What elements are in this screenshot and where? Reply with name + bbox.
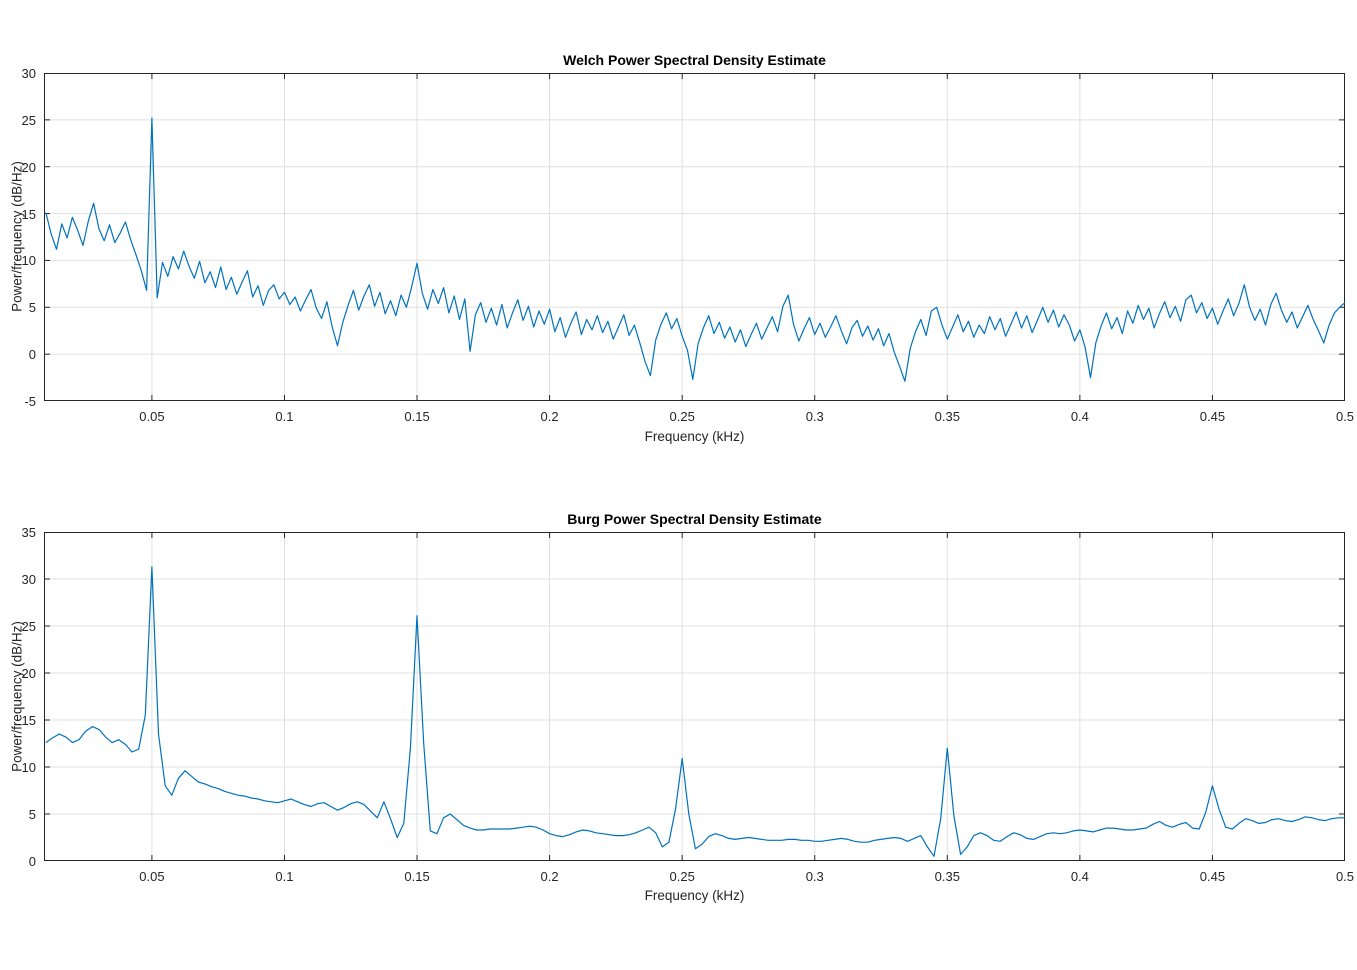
welch-x-tick-label: 0.4 <box>1070 409 1089 424</box>
welch-x-tick-label: 0.3 <box>805 409 824 424</box>
welch-x-tick-label: 0.15 <box>404 409 430 424</box>
welch-xlabel: Frequency (kHz) <box>644 429 745 444</box>
welch-y-tick-label: 10 <box>21 253 36 269</box>
welch-y-tick-label: 30 <box>21 66 36 81</box>
burg-y-tick-label: 25 <box>21 619 36 634</box>
burg-x-tick-label: 0.5 <box>1335 869 1355 884</box>
welch-y-tick-label: -5 <box>24 394 36 409</box>
burg-x-tick-label: 0.3 <box>805 869 824 884</box>
welch-y-tick-label: 20 <box>21 159 36 175</box>
burg-y-tick-label: 15 <box>21 713 36 728</box>
axes-box <box>44 73 1345 401</box>
welch-y-tick-label: 0 <box>28 347 36 363</box>
burg-y-tick-label: 0 <box>28 854 36 869</box>
welch-x-tick-label: 0.05 <box>139 409 165 424</box>
burg-x-tick-label: 0.05 <box>139 869 165 884</box>
welch-x-tick-label: 0.5 <box>1335 409 1355 424</box>
burg-x-tick-label: 0.45 <box>1199 869 1226 884</box>
burg-psd-line <box>45 566 1345 857</box>
burg-x-tick-label: 0.2 <box>540 869 559 884</box>
burg-title: Burg Power Spectral Density Estimate <box>567 511 822 527</box>
welch-x-tick-label: 0.35 <box>934 409 960 424</box>
burg-x-tick-label: 0.35 <box>934 869 960 884</box>
welch-x-tick-label: 0.2 <box>540 409 559 424</box>
welch-y-tick-label: 15 <box>21 206 36 222</box>
welch-x-tick-label: 0.45 <box>1199 409 1226 424</box>
burg-x-tick-label: 0.1 <box>275 869 294 884</box>
welch-x-tick-label: 0.1 <box>275 409 294 424</box>
welch-psd-line <box>45 117 1345 382</box>
welch-x-tick-label: 0.25 <box>669 409 695 424</box>
burg-plot-area <box>44 532 1345 861</box>
burg-svg <box>44 532 1345 861</box>
burg-x-tick-label: 0.4 <box>1070 869 1089 884</box>
burg-x-tick-label: 0.15 <box>404 869 430 884</box>
burg-y-tick-label: 20 <box>21 666 36 681</box>
axes-box <box>44 532 1345 861</box>
burg-y-tick-label: 5 <box>28 807 36 822</box>
burg-y-tick-label: 35 <box>21 525 36 540</box>
welch-svg <box>44 73 1345 401</box>
welch-y-tick-label: 25 <box>21 112 36 128</box>
welch-plot-area <box>44 73 1345 401</box>
burg-y-tick-label: 10 <box>21 760 36 775</box>
welch-title: Welch Power Spectral Density Estimate <box>563 52 826 68</box>
burg-xlabel: Frequency (kHz) <box>644 888 745 903</box>
burg-x-tick-label: 0.25 <box>669 869 695 884</box>
burg-y-tick-label: 30 <box>21 572 36 587</box>
welch-y-tick-label: 5 <box>28 300 36 316</box>
